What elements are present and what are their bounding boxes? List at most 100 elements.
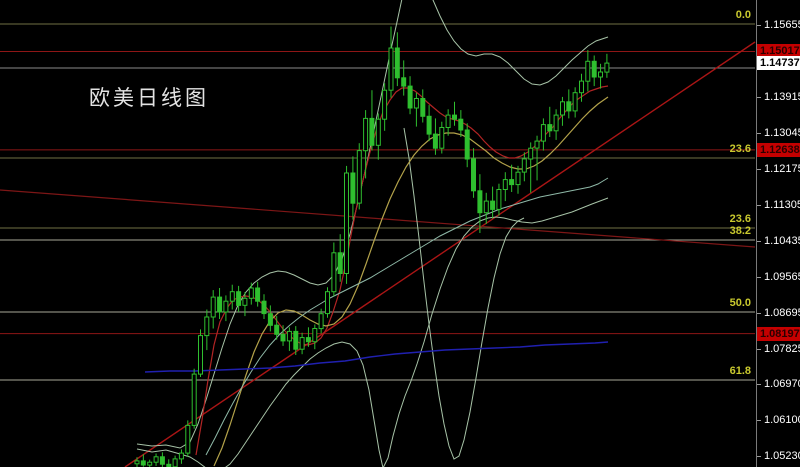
chart-canvas[interactable]: 欧美日线图 0.0 23.6 23.6 38.2 50.0 61.8	[0, 0, 756, 467]
candle-body	[471, 158, 476, 192]
candle-body	[401, 77, 407, 87]
candle-body	[325, 291, 330, 315]
alert-price-chip: 1.08197	[757, 327, 800, 341]
axis-tick-mark	[757, 456, 761, 457]
axis-tick-mark	[757, 97, 761, 98]
candle-body	[318, 313, 324, 330]
alert-price-chip: 1.12638	[757, 143, 800, 157]
candle-body	[286, 330, 292, 342]
axis-price-label: 1.11305	[764, 199, 800, 211]
candle-body	[528, 147, 534, 160]
candle-body	[445, 114, 451, 128]
fib-label-50.0: 50.0	[729, 296, 751, 309]
candle-body	[604, 62, 610, 73]
trendline-descending-resistance	[0, 189, 756, 248]
axis-tick-mark	[757, 169, 761, 170]
candle-body	[178, 452, 184, 460]
candle-body	[312, 328, 318, 343]
candle-body	[242, 297, 248, 306]
axis-price-label: 1.10435	[764, 235, 800, 247]
price-axis[interactable]: 1.15655 1.13915 1.13045 1.12175 1.11305 1.104…	[756, 0, 800, 467]
candle-body	[534, 140, 540, 149]
candle-body	[521, 158, 527, 173]
axis-tick-mark	[757, 277, 761, 278]
candle-body	[293, 330, 299, 350]
candle-body	[198, 335, 203, 375]
candle-body	[483, 200, 489, 214]
candle-body	[248, 287, 254, 299]
candle-body	[236, 291, 242, 306]
candle-body	[394, 47, 400, 79]
candle-body	[356, 150, 362, 204]
candle-body	[490, 200, 496, 210]
axis-price-label: 1.13045	[764, 127, 800, 139]
candle-body	[172, 458, 178, 467]
candle-body	[426, 115, 432, 135]
candle-body	[280, 333, 286, 342]
axis-price-label: 1.07825	[764, 343, 800, 355]
candle-body	[540, 124, 546, 142]
candle-body	[502, 179, 508, 191]
candle-body	[547, 124, 553, 132]
candle-body	[509, 179, 515, 186]
candle-body	[299, 337, 305, 350]
candle-body	[337, 252, 343, 275]
candle-body	[591, 60, 597, 78]
axis-tick-mark	[757, 420, 761, 421]
candle-body	[147, 461, 153, 466]
candle-body	[420, 98, 426, 117]
candle-body	[166, 463, 172, 467]
candle-body	[331, 252, 337, 293]
bollinger-lower-expansion	[403, 127, 525, 460]
candle-body	[223, 300, 229, 313]
candle-body	[496, 189, 502, 210]
candle-body	[432, 133, 438, 149]
axis-price-label: 1.06100	[764, 414, 800, 426]
candle-body	[134, 460, 140, 465]
axis-tick-mark	[757, 25, 761, 26]
candle-body	[560, 101, 565, 116]
axis-tick-mark	[757, 205, 761, 206]
ma-fast-red	[195, 85, 609, 456]
axis-price-label: 1.08695	[764, 307, 800, 319]
axis-price-label: 1.05230	[764, 450, 800, 462]
chart-title: 欧美日线图	[89, 86, 209, 110]
fib-label-38.2: 38.2	[729, 225, 751, 237]
candle-body	[452, 114, 457, 120]
fib-label-61.8: 61.8	[729, 364, 751, 377]
candle-body	[375, 118, 381, 146]
candle-body	[553, 114, 559, 132]
candle-body	[598, 71, 603, 78]
axis-tick-mark	[757, 384, 761, 385]
axis-tick-mark	[757, 313, 761, 314]
ma-slow-yellow	[213, 96, 609, 467]
bollinger-lower	[136, 197, 609, 467]
candle-body	[363, 117, 369, 152]
candle-body	[369, 117, 375, 146]
candle-body	[217, 296, 223, 313]
axis-price-label: 1.13915	[764, 91, 800, 103]
axis-price-label: 1.15655	[764, 19, 800, 31]
axis-price-label: 1.06970	[764, 378, 800, 390]
fib-label-23.6: 23.6	[729, 213, 751, 225]
candle-body	[140, 460, 146, 466]
candle-body	[579, 80, 584, 94]
axis-price-label: 1.09565	[764, 271, 800, 283]
current-price-chip: 1.14737	[757, 56, 800, 70]
candle-body	[382, 89, 388, 120]
fib-label-0.0: 0.0	[735, 8, 751, 21]
fib-label-23.6: 23.6	[729, 143, 751, 155]
candle-body	[477, 190, 483, 214]
candle-body	[185, 424, 191, 454]
alert-price-chip: 1.15017	[757, 44, 800, 58]
trendline-ascending-support	[124, 41, 756, 467]
candle-body	[344, 172, 349, 274]
candle-body	[388, 47, 394, 91]
candle-body	[210, 296, 216, 318]
candle-body	[458, 118, 464, 131]
candle-body	[204, 316, 210, 337]
candle-body	[464, 129, 470, 160]
axis-tick-mark	[757, 349, 761, 350]
candle-body	[515, 171, 521, 186]
